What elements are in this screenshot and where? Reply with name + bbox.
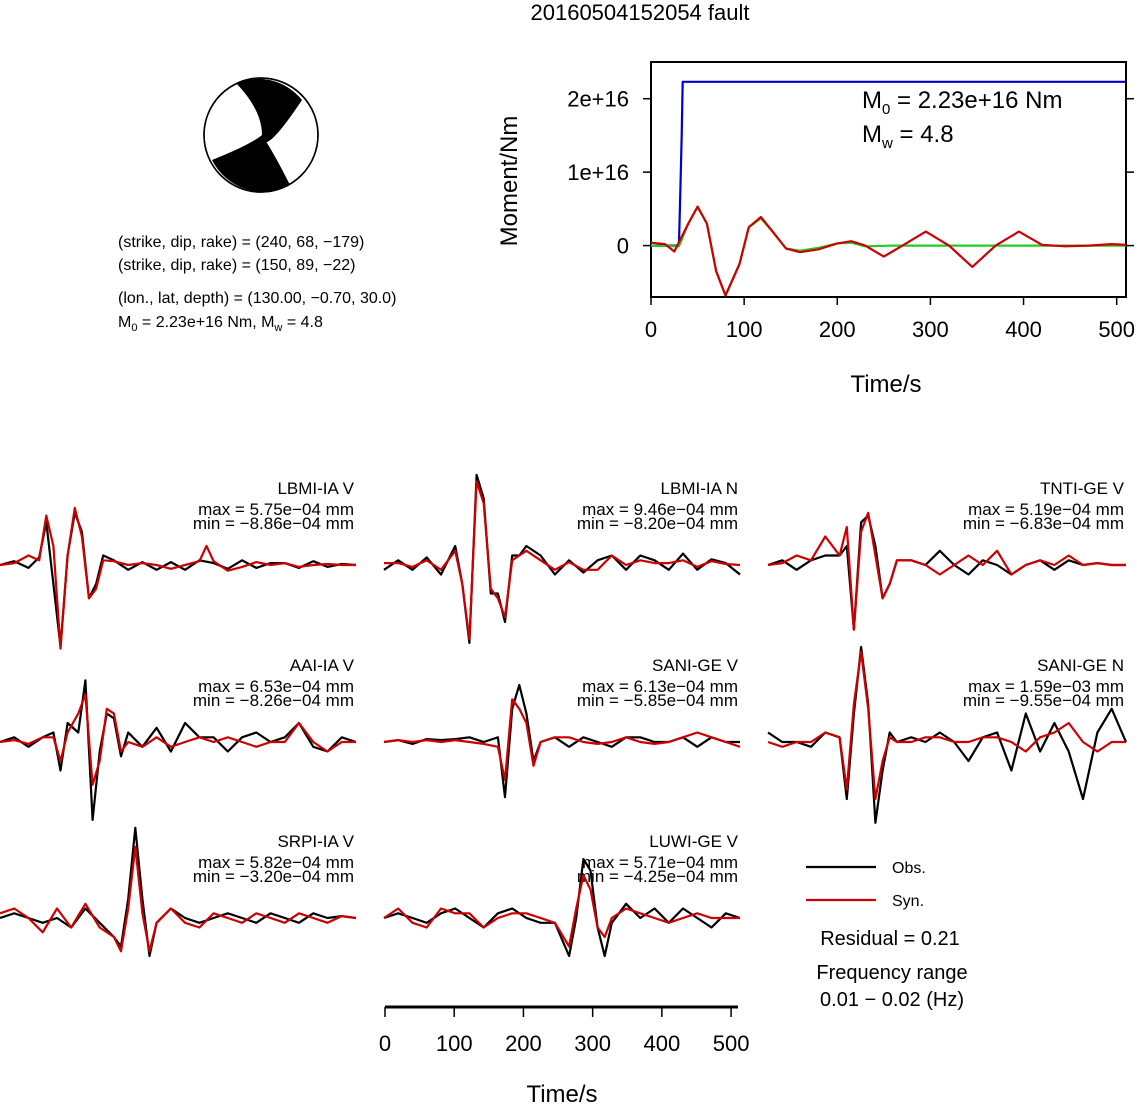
station-label: LUWI-GE V: [649, 832, 738, 851]
waveform-xtick-label: 200: [505, 1031, 542, 1056]
synthetic-trace: [0, 506, 356, 650]
moment-xtick-label: 500: [1098, 317, 1135, 342]
station-label: LBMI-IA N: [661, 479, 738, 498]
legend-syn-label: Syn.: [892, 893, 924, 910]
waveform-xtick-label: 300: [574, 1031, 611, 1056]
waveform-xlabel: Time/s: [526, 1081, 597, 1104]
moment-rate-syn-line: [650, 205, 1127, 297]
station-label: SANI-GE V: [652, 656, 739, 675]
station-min: min = −8.26e−04 mm: [193, 691, 354, 710]
moment-xtick-label: 400: [1005, 317, 1042, 342]
station-max: max = 6.13e−04 mm: [582, 677, 738, 696]
station-max: max = 5.71e−04 mm: [582, 853, 738, 872]
synthetic-trace: [383, 874, 740, 948]
moment-plot: 0 100 200 300 400 500 0 1e+16 2e+16 Moment/Nm Ti…: [496, 61, 1135, 398]
observed-trace: [383, 857, 741, 958]
synthetic-trace: [0, 693, 356, 786]
moment-ytick-label: 2e+16: [567, 87, 629, 112]
station-label: SRPI-IA V: [277, 832, 354, 851]
moment-axes: 0 100 200 300 400 500 0 1e+16 2e+16: [567, 87, 1135, 342]
station-label: TNTI-GE V: [1040, 479, 1125, 498]
station-min: min = −8.86e−04 mm: [193, 514, 354, 533]
moment-xtick-label: 0: [645, 317, 657, 342]
beachball-icon: [203, 77, 319, 193]
legend: Obs. Syn. Residual = 0.21 Frequency rang…: [806, 860, 968, 1011]
synthetic-trace: [0, 845, 357, 953]
observed-trace: [383, 473, 741, 645]
moment-rate-obs-line: [650, 205, 1126, 297]
synthetic-trace: [383, 698, 741, 782]
synthetic-trace: [767, 650, 1126, 801]
station-max: max = 6.53e−04 mm: [198, 677, 354, 696]
station-min: min = −3.20e−04 mm: [193, 867, 354, 886]
station-max: max = 1.59e−03 mm: [968, 677, 1124, 696]
moment-plot-frame: [650, 61, 1127, 298]
moment-xtick-label: 300: [912, 317, 949, 342]
waveform-xtick-label: 400: [644, 1031, 681, 1056]
waveform-xtick-label: 500: [713, 1031, 750, 1056]
station-min: min = −9.55e−04 mm: [963, 691, 1124, 710]
frequency-value: 0.01 − 0.02 (Hz): [820, 989, 964, 1011]
moment-ylabel: Moment/Nm: [496, 116, 523, 247]
moment-xlabel: Time/s: [850, 371, 921, 398]
waveform-time-axis: Time/s 0 100 200 300 400 500: [379, 1005, 750, 1104]
legend-obs-label: Obs.: [892, 860, 926, 877]
station-min: min = −5.85e−04 mm: [577, 691, 738, 710]
moment-series-group: [650, 80, 1127, 297]
station-max: max = 5.19e−04 mm: [968, 500, 1124, 519]
mechanism-line-4: M0 = 2.23e+16 Nm, Mw = 4.8: [118, 314, 323, 334]
frequency-label: Frequency range: [816, 962, 967, 984]
moment-mw-annotation: Mw = 4.8: [862, 121, 954, 152]
station-label: AAI-IA V: [290, 656, 355, 675]
mechanism-line-3: (lon., lat, depth) = (130.00, −0.70, 30.…: [118, 290, 396, 307]
moment-xtick-label: 100: [726, 317, 763, 342]
station-min: min = −4.25e−04 mm: [577, 867, 738, 886]
station-max: max = 5.75e−04 mm: [198, 500, 354, 519]
moment-xtick-label: 200: [819, 317, 856, 342]
moment-ytick-label: 1e+16: [567, 160, 629, 185]
waveform-xtick-label: 100: [436, 1031, 473, 1056]
residual-text: Residual = 0.21: [820, 928, 960, 950]
synthetic-trace: [384, 480, 741, 641]
mechanism-line-1: (strike, dip, rake) = (240, 68, −179): [118, 234, 364, 251]
station-label: SANI-GE N: [1037, 656, 1124, 675]
mechanism-line-2: (strike, dip, rake) = (150, 89, −22): [118, 257, 355, 274]
moment-ytick-label: 0: [617, 234, 629, 259]
moment-m0-annotation: M0 = 2.23e+16 Nm: [862, 87, 1062, 118]
figure-title: 20160504152054 fault: [531, 0, 750, 25]
waveform-xtick-label: 0: [379, 1031, 391, 1056]
station-max: max = 9.46e−04 mm: [582, 500, 738, 519]
synthetic-trace: [767, 511, 1126, 631]
station-max: max = 5.82e−04 mm: [198, 853, 354, 872]
station-label: LBMI-IA V: [277, 479, 354, 498]
station-min: min = −6.83e−04 mm: [963, 514, 1124, 533]
station-min: min = −8.20e−04 mm: [577, 514, 738, 533]
